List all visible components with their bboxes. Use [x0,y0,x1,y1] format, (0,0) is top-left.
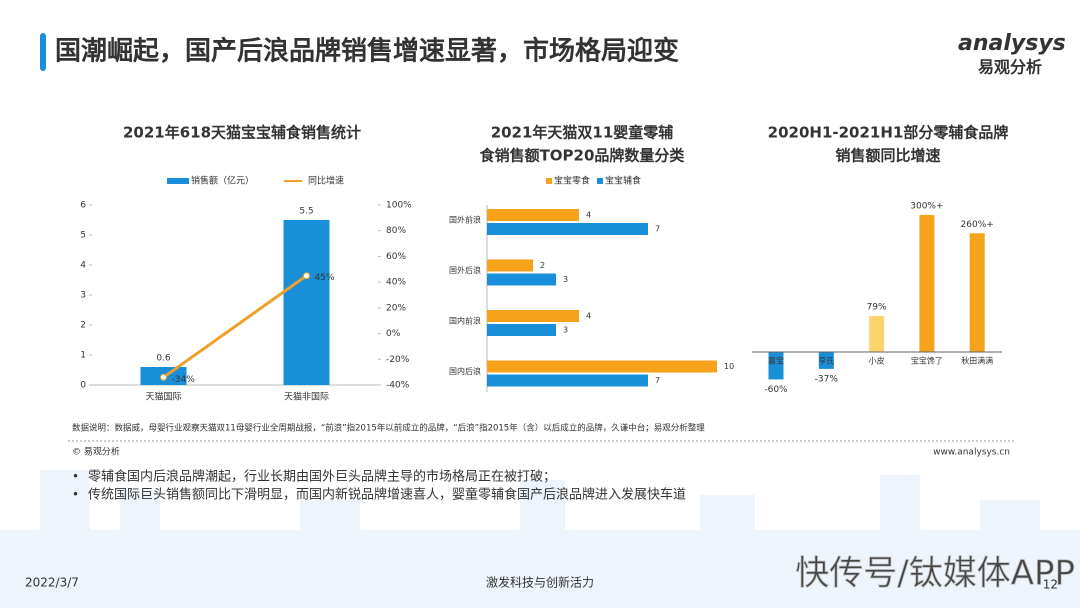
bar [487,259,533,272]
value-label: 45% [315,273,335,283]
value-label: 0.6 [156,354,171,364]
y-tick-label: 3 [80,291,86,301]
x-tick-label: 天猫国际 [145,391,181,403]
value-label: 300%+ [910,202,943,212]
legend-label: 同比增速 [308,175,344,187]
x-tick-label: 天猫非国际 [284,391,329,403]
x-tick-label: 小皮 [869,356,885,366]
chart-title: 2020H1-2021H1部分零辅食品牌 [768,124,1009,142]
bar [487,360,717,373]
y2-tick-label: 40% [386,278,406,288]
value-label: -34% [172,375,196,385]
chart-title: 2021年天猫双11婴童零辅 [491,124,674,142]
website: www.analysys.cn [933,448,1010,458]
y2-tick-label: 20% [386,303,406,313]
value-label: -60% [764,385,788,395]
skyline [0,470,1080,608]
bar [919,215,935,352]
value-label: 7 [655,225,660,234]
y-tick-label: 1 [80,351,86,361]
y-tick-label: 0 [80,381,86,391]
bar [487,223,648,235]
y-tick-label: 国外后浪 [449,265,481,275]
bar [969,233,985,352]
logo-name: 易观分析 [978,58,1042,77]
bullet: 零辅食国内后浪品牌潮起，行业长期由国外巨头品牌主导的市场格局正在被打破； [88,469,556,485]
value-label: 3 [563,275,568,284]
x-tick-label: 宝宝馋了 [911,356,943,366]
y-tick-label: 国外前浪 [449,215,481,225]
bar [487,273,556,286]
bullet: 传统国际巨头销售额同比下滑明显，而国内新锐品牌增速喜人，婴童零辅食国产后浪品牌进… [88,487,686,503]
value-label: 2 [540,261,545,270]
chart-title: 销售额同比增速 [835,147,940,165]
legend-label: 宝宝零食 [554,175,590,187]
note: 数据说明：数据威，母婴行业观察天猫双11母婴行业全周期战报，“前浪”指2015年… [72,423,705,434]
legend-swatch [167,178,189,184]
value-label: 4 [586,211,591,220]
value-label: 79% [867,302,887,312]
y2-tick-label: -40% [386,381,410,391]
legend-label: 宝宝辅食 [605,175,641,187]
value-label: -37% [815,374,839,384]
y2-tick-label: -20% [386,355,410,365]
legend-swatch [597,178,603,184]
bar [869,315,885,352]
value-label: 4 [586,312,591,321]
bar [487,209,579,221]
x-tick-label: 亨氏 [818,356,834,366]
y-tick-label: 4 [80,261,86,271]
bar [818,352,834,369]
bar [487,324,556,336]
bar [487,374,648,387]
bar [487,310,579,322]
y-tick-label: 国内前浪 [449,316,481,326]
legend-label: 销售额（亿元） [191,175,254,187]
y-tick-label: 国内后浪 [449,366,481,376]
y2-tick-label: 60% [386,252,406,262]
footer-slogan: 激发科技与创新活力 [486,575,594,590]
chart-title: 2021年618天猫宝宝辅食销售统计 [123,124,361,142]
x-tick-label: 秋田满满 [961,356,993,366]
x-tick-label: 嘉宝 [768,356,784,366]
bullet-dot: • [72,470,79,484]
y2-tick-label: 80% [386,226,406,236]
y-tick-label: 2 [80,321,86,331]
point [303,272,310,280]
page-number: 12 [1043,578,1058,592]
y-tick-label: 5 [80,231,86,241]
watermark: 快传号/钛媒体APP [795,554,1075,594]
bar [768,352,784,380]
legend-swatch [546,178,552,184]
y-tick-label: 6 [80,201,86,211]
value-label: 5.5 [299,207,313,217]
logo-brand: analysys [958,31,1066,56]
y2-tick-label: 0% [386,329,401,339]
point [160,373,167,381]
page-title: 国潮崛起，国产后浪品牌销售增速显著，市场格局迎变 [55,36,679,67]
footer-date: 2022/3/7 [25,576,79,590]
bar [283,220,330,385]
value-label: 260%+ [961,220,994,230]
y2-tick-label: 100% [386,201,412,211]
value-label: 10 [724,362,734,371]
chart-title: 食销售额TOP20品牌数量分类 [480,147,686,165]
value-label: 3 [563,326,568,335]
bullet-dot: • [72,488,79,502]
title-accent [40,33,46,71]
line [162,274,308,379]
source: © 易观分析 [72,446,120,458]
value-label: 7 [655,376,660,385]
